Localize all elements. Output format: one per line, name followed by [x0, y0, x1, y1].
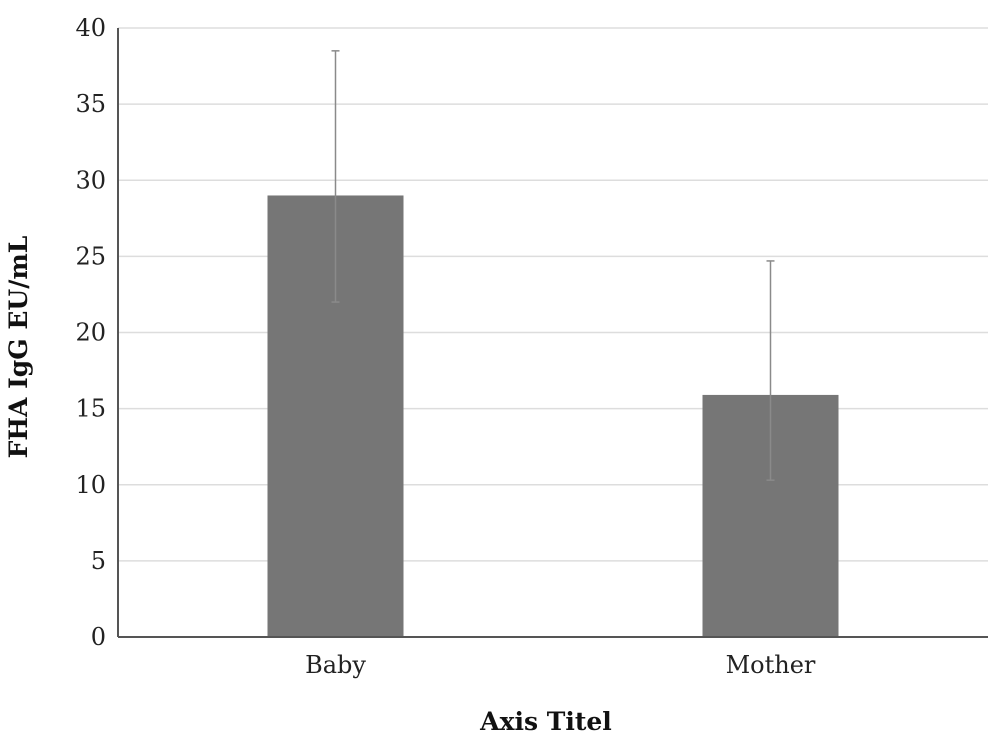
x-axis-title: Axis Titel [479, 707, 612, 736]
y-tick-label: 30 [75, 166, 106, 194]
y-tick-label: 10 [75, 471, 106, 499]
y-tick-label: 0 [91, 623, 106, 651]
y-tick-label: 40 [75, 14, 106, 42]
x-tick-label: Mother [726, 651, 816, 679]
y-tick-label: 35 [75, 90, 106, 118]
y-tick-label: 15 [75, 395, 106, 423]
y-tick-label: 20 [75, 319, 106, 347]
y-axis-title: FHA IgG EU/mL [4, 235, 33, 458]
gridlines [118, 27, 988, 562]
y-tick-label: 5 [91, 547, 106, 575]
axes [117, 28, 988, 638]
error-bars [331, 50, 775, 481]
y-tick-label: 25 [75, 242, 106, 270]
x-tick-label: Baby [305, 651, 366, 679]
tick-labels: 0 5 10 15 20 25 30 35 40 Baby Mother [75, 14, 815, 679]
bars [267, 195, 839, 637]
